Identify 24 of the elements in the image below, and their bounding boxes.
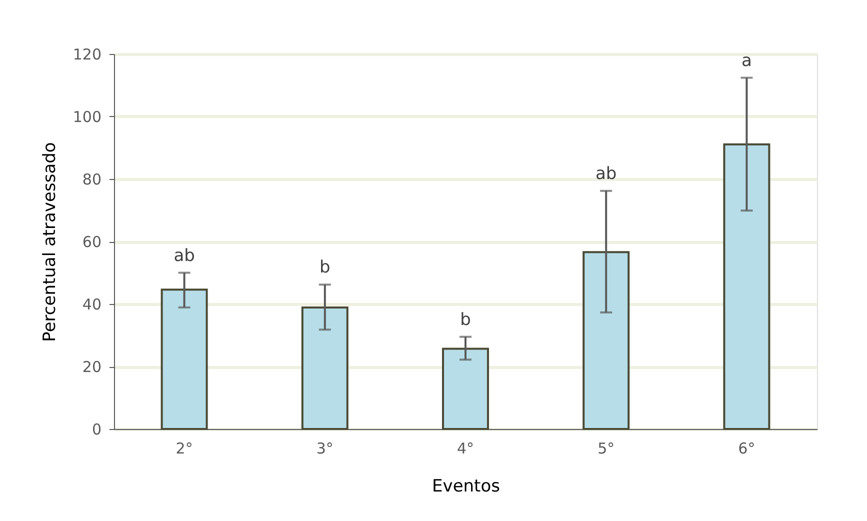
y-tick-label: 80 [82,170,102,188]
bar [582,251,630,430]
x-axis-title: Eventos [432,476,500,496]
annotation: ab [595,164,617,184]
annotation: b [460,310,471,330]
x-tick-label: 4° [456,440,474,458]
bar [160,288,208,430]
x-tick-label: 5° [598,440,615,458]
x-tick-label: 2° [176,440,193,458]
bar [723,143,770,430]
annotation: a [741,50,752,71]
y-tick-label: 100 [72,108,102,126]
y-tick-label: 120 [72,46,102,64]
y-tick-label: 60 [82,233,102,251]
y-tick-label: 40 [82,296,102,314]
x-tick-label: 3° [316,440,334,458]
y-tick-label: 0 [92,420,102,438]
x-tick-label: 6° [738,440,756,458]
bar [442,348,489,430]
y-axis-title: Percentual atravessado [40,142,60,342]
y-tick-label: 20 [82,358,102,376]
bar [301,306,348,430]
annotation: ab [174,246,195,266]
annotation: b [320,258,330,278]
